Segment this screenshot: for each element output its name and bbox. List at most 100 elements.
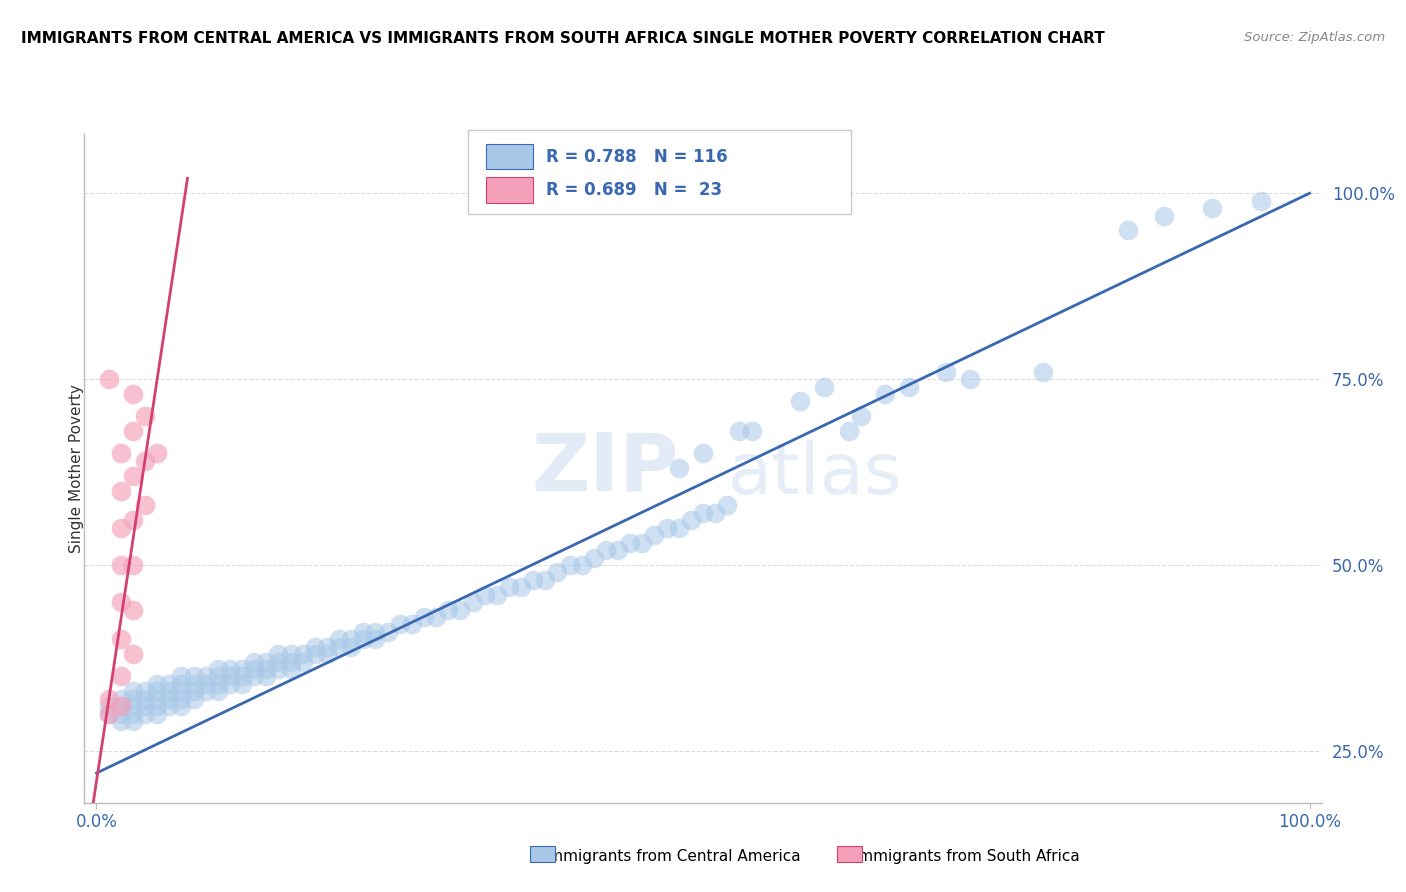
Point bbox=[110, 691, 132, 706]
Point bbox=[170, 699, 193, 714]
Point bbox=[546, 566, 568, 580]
Point bbox=[110, 814, 132, 829]
Point bbox=[679, 513, 702, 527]
Point bbox=[157, 691, 180, 706]
Y-axis label: Single Mother Poverty: Single Mother Poverty bbox=[69, 384, 83, 553]
Point bbox=[183, 677, 205, 691]
Point bbox=[522, 573, 544, 587]
Point bbox=[959, 372, 981, 386]
Point bbox=[243, 669, 266, 683]
Point bbox=[304, 647, 326, 661]
Point bbox=[280, 647, 302, 661]
Text: R = 0.689   N =  23: R = 0.689 N = 23 bbox=[546, 181, 723, 199]
Point bbox=[449, 602, 471, 616]
FancyBboxPatch shape bbox=[486, 178, 533, 202]
Text: Immigrants from Central America: Immigrants from Central America bbox=[534, 849, 801, 863]
Point bbox=[183, 669, 205, 683]
Point bbox=[122, 684, 145, 698]
Bar bbox=[530, 846, 555, 862]
Point bbox=[157, 677, 180, 691]
Point bbox=[97, 706, 120, 721]
Point bbox=[231, 677, 253, 691]
Point bbox=[110, 595, 132, 609]
Text: ZIP: ZIP bbox=[531, 429, 678, 508]
Point bbox=[291, 647, 314, 661]
Point bbox=[243, 655, 266, 669]
Point bbox=[97, 706, 120, 721]
Point bbox=[97, 372, 120, 386]
Point bbox=[134, 706, 156, 721]
Point bbox=[655, 521, 678, 535]
Point bbox=[377, 624, 399, 639]
Point bbox=[110, 699, 132, 714]
Point bbox=[122, 513, 145, 527]
Point bbox=[340, 632, 363, 647]
Point bbox=[170, 684, 193, 698]
Point bbox=[122, 468, 145, 483]
Point bbox=[425, 610, 447, 624]
Point bbox=[134, 409, 156, 424]
Point bbox=[146, 446, 169, 460]
Point bbox=[267, 662, 290, 676]
FancyBboxPatch shape bbox=[486, 144, 533, 169]
Point bbox=[1250, 194, 1272, 208]
Point bbox=[231, 662, 253, 676]
Point bbox=[352, 624, 374, 639]
Point bbox=[183, 684, 205, 698]
Point bbox=[110, 521, 132, 535]
Text: IMMIGRANTS FROM CENTRAL AMERICA VS IMMIGRANTS FROM SOUTH AFRICA SINGLE MOTHER PO: IMMIGRANTS FROM CENTRAL AMERICA VS IMMIG… bbox=[21, 31, 1105, 46]
Point bbox=[631, 535, 654, 549]
Point bbox=[935, 365, 957, 379]
Point bbox=[110, 699, 132, 714]
Point bbox=[474, 588, 496, 602]
Point bbox=[219, 677, 242, 691]
Point bbox=[437, 602, 460, 616]
Point bbox=[607, 543, 630, 558]
Point bbox=[413, 610, 436, 624]
Point bbox=[595, 543, 617, 558]
Point bbox=[194, 669, 217, 683]
Point bbox=[316, 640, 339, 654]
Point bbox=[134, 499, 156, 513]
Point bbox=[157, 684, 180, 698]
Point bbox=[122, 387, 145, 401]
Point bbox=[146, 677, 169, 691]
Point bbox=[97, 691, 120, 706]
Point bbox=[1201, 201, 1223, 215]
Point bbox=[146, 699, 169, 714]
Point bbox=[1032, 365, 1054, 379]
Point bbox=[267, 655, 290, 669]
Point bbox=[254, 669, 277, 683]
FancyBboxPatch shape bbox=[468, 130, 852, 214]
Point bbox=[668, 521, 690, 535]
Point bbox=[789, 394, 811, 409]
Point bbox=[643, 528, 665, 542]
Point bbox=[122, 714, 145, 728]
Point bbox=[571, 558, 593, 572]
Point bbox=[110, 558, 132, 572]
Point bbox=[146, 691, 169, 706]
Point bbox=[219, 662, 242, 676]
Text: Source: ZipAtlas.com: Source: ZipAtlas.com bbox=[1244, 31, 1385, 45]
Point bbox=[122, 558, 145, 572]
Point bbox=[704, 506, 727, 520]
Point bbox=[254, 655, 277, 669]
Point bbox=[170, 691, 193, 706]
Point bbox=[207, 669, 229, 683]
Point bbox=[146, 706, 169, 721]
Point bbox=[207, 662, 229, 676]
Text: atlas: atlas bbox=[728, 441, 903, 509]
Point bbox=[388, 617, 411, 632]
Point bbox=[122, 602, 145, 616]
Point bbox=[401, 617, 423, 632]
Point bbox=[110, 706, 132, 721]
Point bbox=[898, 379, 921, 393]
Point bbox=[146, 684, 169, 698]
Point bbox=[157, 699, 180, 714]
Point bbox=[510, 580, 533, 594]
Point bbox=[692, 506, 714, 520]
Point bbox=[668, 461, 690, 475]
Text: R = 0.788   N = 116: R = 0.788 N = 116 bbox=[546, 147, 727, 166]
Point bbox=[340, 640, 363, 654]
Point bbox=[134, 454, 156, 468]
